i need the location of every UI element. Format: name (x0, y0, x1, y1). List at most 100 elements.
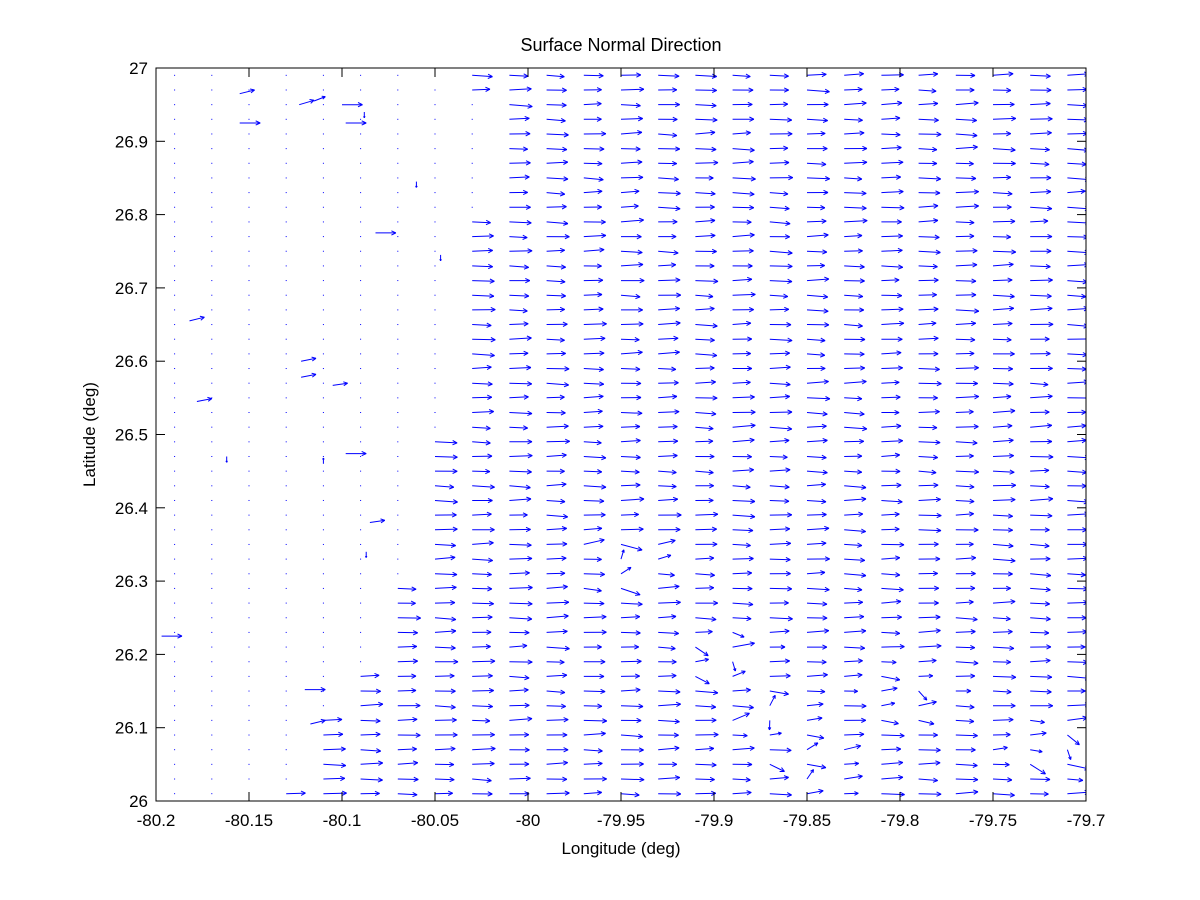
quiver-arrow (658, 277, 681, 283)
quiver-dot (248, 734, 250, 736)
quiver-arrow (695, 469, 714, 475)
quiver-arrow (1067, 777, 1084, 783)
quiver-arrow (397, 673, 417, 679)
quiver-dot (434, 89, 436, 91)
quiver-arrow (992, 437, 1014, 444)
quiver-arrow (1067, 352, 1086, 358)
quiver-arrow (918, 395, 938, 401)
quiver-arrow (658, 306, 680, 312)
quiver-dot (248, 236, 250, 238)
quiver-dot (322, 543, 324, 545)
quiver-arrow (360, 748, 381, 754)
quiver-arrow (620, 566, 632, 575)
quiver-arrow (620, 349, 643, 356)
quiver-arrow (509, 174, 530, 180)
quiver-arrow (583, 439, 602, 446)
quiver-arrow (992, 366, 1014, 372)
quiver-arrow (769, 498, 790, 504)
quiver-arrow (1067, 188, 1086, 195)
quiver-arrow (509, 248, 533, 254)
y-tick-label: 26.1 (115, 719, 148, 738)
quiver-arrow (769, 731, 782, 736)
quiver-arrow (546, 498, 566, 505)
quiver-arrow (620, 482, 641, 488)
quiver-dot (434, 221, 436, 223)
quiver-dot (211, 294, 213, 296)
quiver-arrow (658, 292, 682, 298)
quiver-arrow (695, 425, 714, 431)
quiver-arrow (918, 777, 938, 783)
quiver-dot (285, 206, 287, 208)
quiver-dot (248, 661, 250, 663)
quiver-arrow (509, 234, 528, 240)
quiver-arrow (620, 454, 641, 460)
quiver-dot (174, 74, 176, 76)
quiver-arrow (732, 291, 756, 298)
quiver-arrow (546, 526, 567, 532)
quiver-arrow (583, 469, 603, 475)
quiver-dot (360, 441, 362, 443)
quiver-dot (322, 382, 324, 384)
quiver-arrow (434, 584, 457, 591)
quiver-arrow (955, 484, 975, 490)
quiver-arrow (546, 747, 569, 753)
quiver-arrow (881, 498, 903, 505)
quiver-arrow (806, 396, 831, 402)
quiver-arrow (509, 643, 528, 649)
quiver-arrow (695, 293, 714, 299)
quiver-arrow (732, 147, 755, 153)
quiver-arrow (695, 352, 718, 358)
quiver-arrow (955, 233, 975, 239)
quiver-arrow (695, 146, 717, 152)
quiver-arrow (881, 659, 897, 665)
quiver-arrow (658, 116, 678, 122)
quiver-dot (285, 294, 287, 296)
quiver-dot (211, 324, 213, 326)
quiver-dot (397, 543, 399, 545)
quiver-arrow (583, 423, 604, 430)
y-tick-label: 26.7 (115, 279, 148, 298)
quiver-arrow (509, 659, 533, 665)
quiver-dot (248, 397, 250, 399)
quiver-arrow (844, 365, 866, 371)
quiver-arrow (323, 717, 343, 723)
quiver-arrow (1067, 527, 1086, 533)
quiver-arrow (695, 130, 716, 136)
quiver-arrow (806, 88, 830, 94)
quiver-arrow (1030, 496, 1054, 502)
quiver-arrow (546, 599, 570, 606)
quiver-arrow (918, 335, 939, 342)
quiver-arrow (806, 176, 830, 182)
quiver-arrow (546, 760, 568, 766)
quiver-arrow (658, 572, 675, 578)
quiver-dot (322, 705, 324, 707)
quiver-arrow (732, 733, 748, 738)
quiver-dot (211, 89, 213, 91)
quiver-arrow (992, 497, 1016, 503)
quiver-arrow (546, 394, 565, 400)
quiver-arrow (583, 204, 602, 210)
quiver-arrow (546, 350, 566, 357)
quiver-arrow (955, 453, 974, 459)
quiver-arrow (992, 204, 1012, 210)
quiver-dot (397, 558, 399, 560)
quiver-dot (174, 177, 176, 179)
quiver-arrow (955, 440, 978, 446)
quiver-arrow (881, 614, 902, 620)
quiver-arrow (844, 672, 863, 678)
quiver-arrow (546, 278, 566, 285)
quiver-arrow (583, 73, 604, 79)
quiver-arrow (769, 690, 789, 697)
quiver-arrow (472, 409, 494, 415)
quiver-arrow (332, 381, 348, 387)
quiver-arrow (546, 410, 566, 416)
chart-title: Surface Normal Direction (520, 35, 721, 55)
quiver-arrow (583, 116, 602, 122)
quiver-arrow (881, 292, 903, 299)
quiver-dot (322, 514, 324, 516)
quiver-dot (211, 250, 213, 252)
quiver-dot (248, 324, 250, 326)
quiver-dot (285, 763, 287, 765)
quiver-arrow (769, 658, 790, 664)
quiver-arrow (732, 641, 755, 648)
